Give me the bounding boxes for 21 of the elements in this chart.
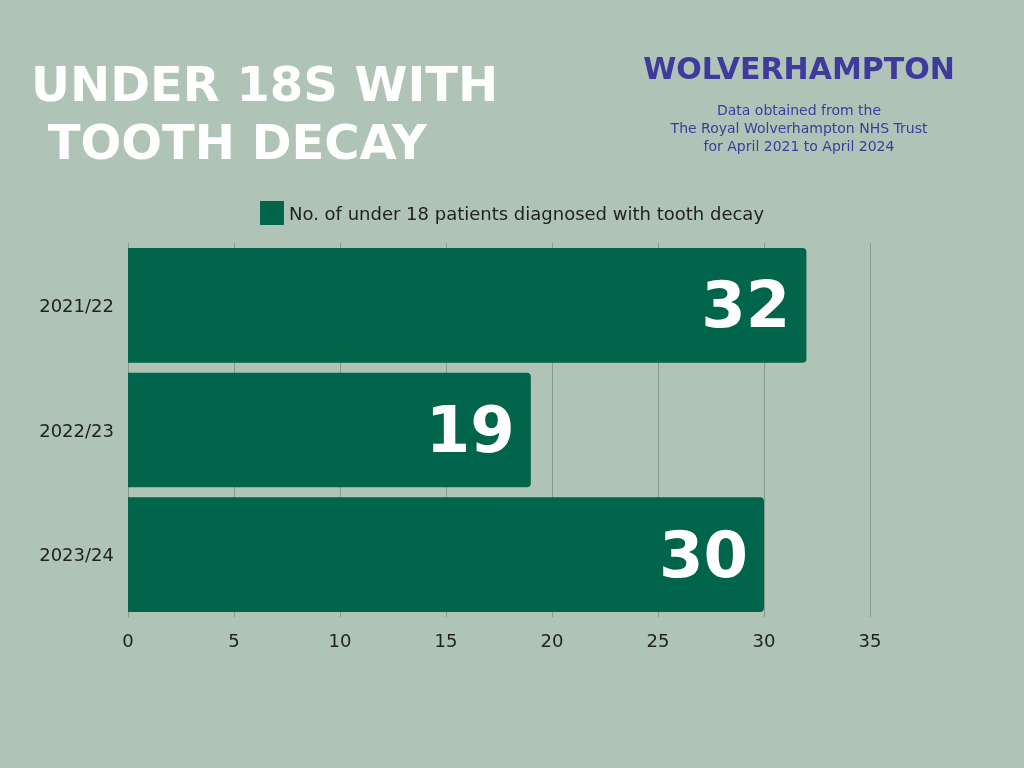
data-label: 32 [701,268,791,343]
chart-title: UNDER 18S WITH TOOTH DECAY [31,56,499,170]
chart-subtitle: WOLVERHAMPTON [643,50,955,86]
x-tick-label: 10 [328,629,352,651]
data-label: 19 [425,393,515,467]
bar [128,372,531,488]
y-tick-label: 2021/22 [39,294,114,316]
x-tick-label: 5 [228,629,240,651]
x-tick-label: 35 [858,629,882,651]
legend-label: No. of under 18 patients diagnosed with tooth decay [288,202,765,224]
x-tick-label: 0 [122,629,134,651]
data-label: 30 [658,517,748,592]
y-tick-label: 2023/24 [39,544,114,566]
x-tick-label: 25 [646,629,670,651]
x-tick-label: 30 [752,629,776,651]
x-tick-label: 15 [434,629,458,651]
bar [128,247,807,363]
bar [128,497,764,613]
text: Data obtained from the The Royal Wolverhampton NHS Trust for April 2021 to April 2024 [669,102,928,154]
x-tick-label: 20 [540,629,564,651]
y-tick-label: 2022/23 [39,419,114,441]
